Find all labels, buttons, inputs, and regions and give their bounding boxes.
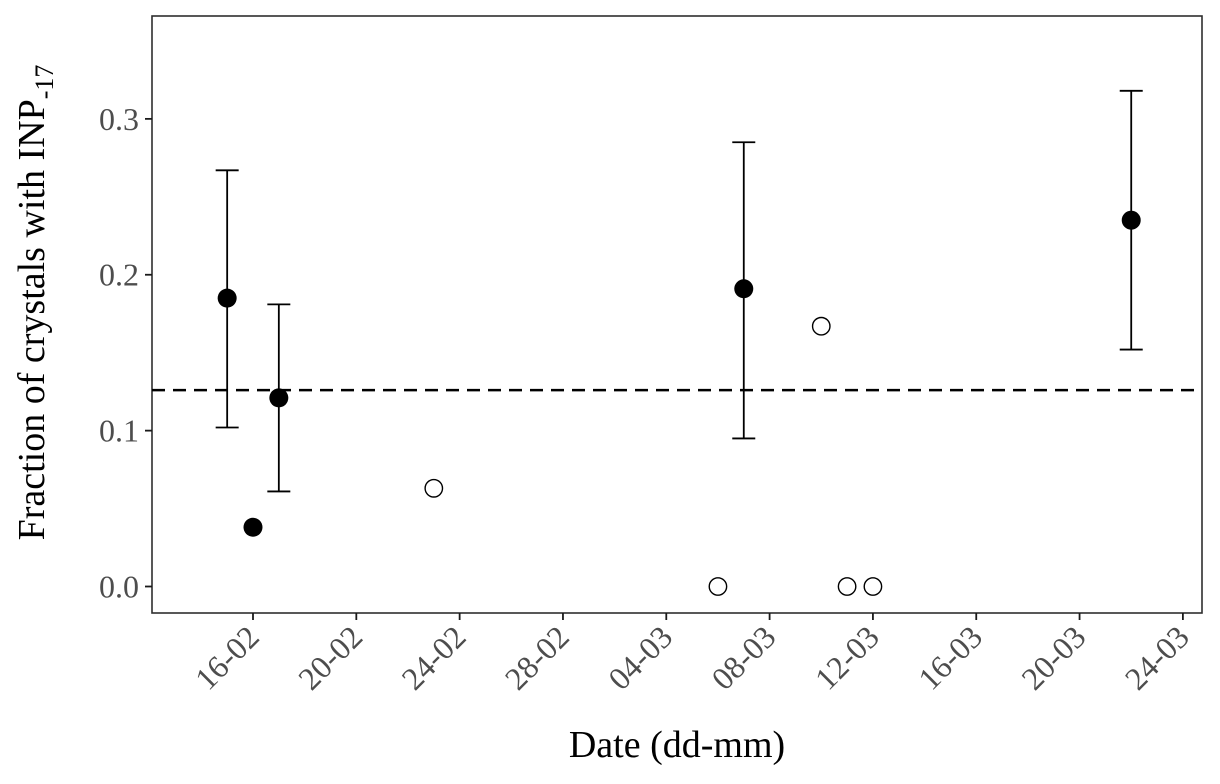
data-point-open <box>837 577 857 596</box>
x-tick-label-group: 24-02 <box>394 618 472 696</box>
x-tick-label: 20-03 <box>1014 618 1092 696</box>
x-tick-label-group: 20-02 <box>291 618 369 696</box>
data-point-open <box>811 316 831 336</box>
data-point-filled <box>734 279 754 299</box>
x-tick-label: 04-03 <box>601 618 679 696</box>
x-tick-label-group: 20-03 <box>1014 618 1092 696</box>
data-point-filled <box>269 388 289 408</box>
x-tick-label-group: 16-02 <box>188 618 266 696</box>
x-tick-label: 16-03 <box>911 618 989 696</box>
panel-border <box>151 15 1203 614</box>
data-point-open <box>424 478 444 498</box>
x-tick-label-group: 28-02 <box>498 618 576 696</box>
x-tick-label-group: 16-03 <box>911 618 989 696</box>
x-tick-label: 16-02 <box>188 618 266 696</box>
x-tick-label: 28-02 <box>498 618 576 696</box>
x-tick-label: 08-03 <box>704 618 782 696</box>
data-point-filled <box>217 288 237 308</box>
x-tick-label-group: 12-03 <box>808 618 886 696</box>
y-axis-title-group: Fraction of crystals with INP-17 <box>11 65 59 541</box>
x-tick-label-group: 04-03 <box>601 618 679 696</box>
y-tick-label: 0.0 <box>99 568 139 604</box>
x-tick-label: 24-03 <box>1118 618 1196 696</box>
x-axis-title: Date (dd-mm) <box>569 724 785 766</box>
data-point-open <box>708 577 728 596</box>
data-point-filled <box>1121 210 1141 230</box>
y-tick-label: 0.1 <box>99 413 139 449</box>
x-tick-label: 24-02 <box>394 618 472 696</box>
data-point-open <box>863 577 883 596</box>
x-tick-label-group: 24-03 <box>1118 618 1196 696</box>
data-point-filled <box>243 517 263 537</box>
y-axis-title: Fraction of crystals with INP-17 <box>11 65 59 541</box>
x-tick-label: 20-02 <box>291 618 369 696</box>
x-tick-label: 12-03 <box>808 618 886 696</box>
y-tick-label: 0.3 <box>99 101 139 137</box>
x-tick-label-group: 08-03 <box>704 618 782 696</box>
y-tick-label: 0.2 <box>99 257 139 293</box>
